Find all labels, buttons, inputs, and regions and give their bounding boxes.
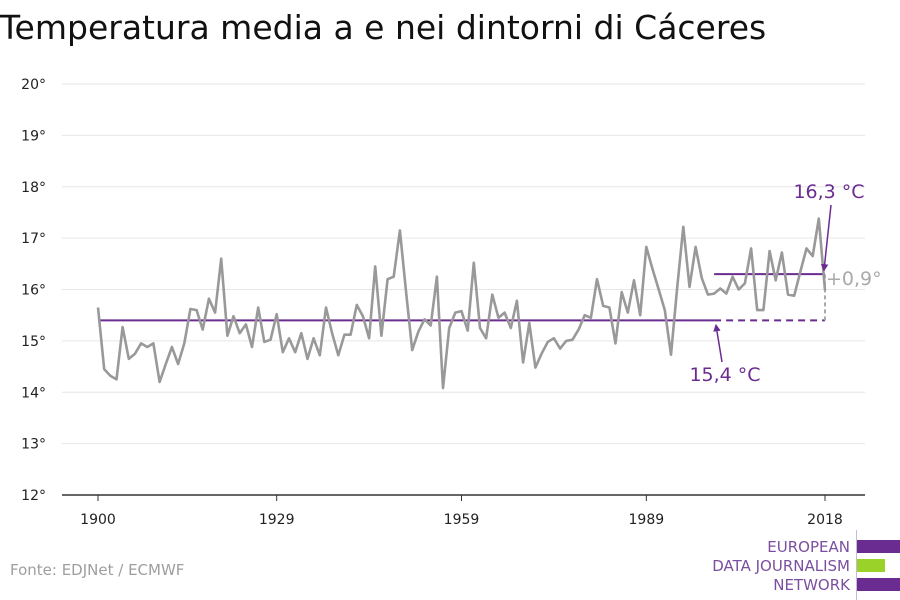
logo-line-1: EUROPEAN (767, 538, 850, 556)
x-tick-label: 1959 (444, 512, 480, 528)
logo-line-3: NETWORK (773, 576, 850, 594)
y-tick-label: 20° (21, 77, 46, 93)
baseline-arrow (713, 323, 723, 363)
logo-divider (856, 530, 857, 600)
recent-average-arrow (820, 204, 832, 272)
recent-average-label: 16,3 °C (793, 181, 864, 203)
y-tick-label: 18° (21, 180, 46, 196)
annotations: 15,4 °C 16,3 °C +0,9° (689, 181, 881, 386)
x-tick-label: 1989 (629, 512, 665, 528)
y-tick-label: 16° (21, 283, 46, 299)
baseline-average-label: 15,4 °C (689, 364, 760, 386)
y-tick-label: 14° (21, 385, 46, 401)
y-tick-label: 12° (21, 488, 46, 504)
edjnet-logo: EUROPEAN DATA JOURNALISM NETWORK (700, 530, 900, 600)
x-tick-label: 2018 (807, 512, 843, 528)
y-tick-label: 15° (21, 334, 46, 350)
grid-lines (62, 83, 865, 445)
x-tick-label: 1929 (259, 512, 295, 528)
source-note: Fonte: EDJNet / ECMWF (10, 561, 185, 579)
y-axis-ticks: 12° 13° 14° 15° 16° 17° 18° 19° 20° (21, 77, 46, 504)
chart-title: Temperatura media a e nei dintorni di Cá… (0, 8, 767, 47)
y-tick-label: 17° (21, 231, 46, 247)
logo-bar-green (857, 559, 885, 572)
difference-label: +0,9° (826, 268, 882, 290)
x-tick-label: 1900 (80, 512, 116, 528)
logo-bar-purple-top (857, 540, 900, 553)
y-tick-label: 13° (21, 437, 46, 453)
y-tick-label: 19° (21, 128, 46, 144)
logo-bar-purple-bottom (857, 578, 900, 591)
temperature-series-line (96, 217, 827, 390)
x-axis-ticks: 1900 1929 1959 1989 2018 (80, 495, 843, 528)
logo-line-2: DATA JOURNALISM (712, 557, 850, 575)
